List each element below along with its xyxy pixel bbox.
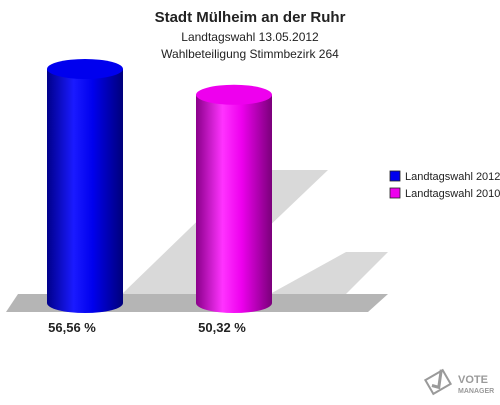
bar-2010 [196,84,272,313]
legend: Landtagswahl 2012 Landtagswahl 2010 [389,170,500,200]
bar-2010-top [196,84,272,105]
chart-title: Stadt Mülheim an der Ruhr [155,9,346,26]
bar-shadow-2 [270,252,388,294]
legend-swatch-2012 [389,170,401,182]
logo-line-1: VOTE [458,374,488,386]
bar-2010-body [196,94,272,313]
bar-2012 [47,58,123,313]
value-label-2012: 56,56 % [48,320,96,335]
legend-label-2012: Landtagswahl 2012 [405,171,500,183]
legend-label-2010: Landtagswahl 2010 [405,188,500,200]
chart-subtitle-district: Wahlbeteiligung Stimmbezirk 264 [161,47,339,61]
bar-2012-top [47,58,123,79]
logo-line-2: MANAGER [458,388,494,395]
legend-swatch-2010 [389,187,401,199]
chart-subtitle-date: Landtagswahl 13.05.2012 [181,30,319,44]
vote-manager-logo: VOTE MANAGER [423,368,494,396]
bars-layer [47,58,272,313]
checkmark-icon [423,368,453,396]
value-label-2010: 50,32 % [198,320,246,335]
bar-2012-body [47,68,123,313]
